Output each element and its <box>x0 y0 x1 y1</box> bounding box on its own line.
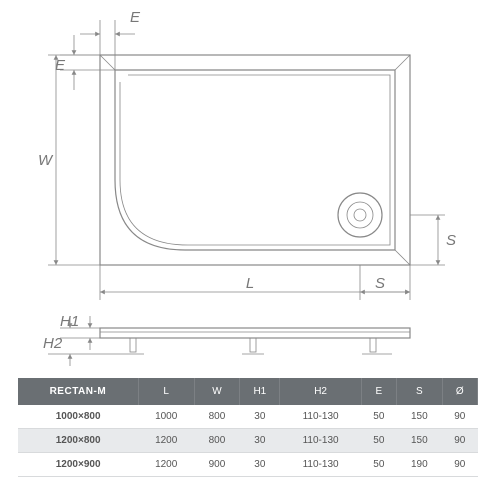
col-E: E <box>361 378 396 405</box>
table-row: 1200×800120080030110-1305015090 <box>18 429 478 453</box>
dimensions-table: RECTAN-M L W H1 H2 E S Ø 1000×8001000800… <box>18 378 478 477</box>
label-S-bottom: S <box>375 275 385 292</box>
table-row: 1000×800100080030110-1305015090 <box>18 405 478 429</box>
col-W: W <box>194 378 240 405</box>
col-model: RECTAN-M <box>18 378 138 405</box>
label-H2: H2 <box>43 335 63 352</box>
col-S: S <box>397 378 443 405</box>
label-E-top: E <box>130 9 141 26</box>
label-S-right: S <box>446 232 456 249</box>
col-H1: H1 <box>240 378 280 405</box>
side-view: H1 H2 <box>0 310 500 370</box>
label-E-left: E <box>55 57 66 74</box>
col-H2: H2 <box>280 378 361 405</box>
drain-icon <box>338 193 382 237</box>
table-header-row: RECTAN-M L W H1 H2 E S Ø <box>18 378 478 405</box>
label-W: W <box>38 152 54 169</box>
label-H1: H1 <box>60 313 79 330</box>
col-diam: Ø <box>442 378 477 405</box>
plan-view: E E W L S S <box>0 0 500 310</box>
label-L: L <box>246 275 254 292</box>
table-row: 1200×900120090030110-1305019090 <box>18 453 478 477</box>
col-L: L <box>138 378 194 405</box>
